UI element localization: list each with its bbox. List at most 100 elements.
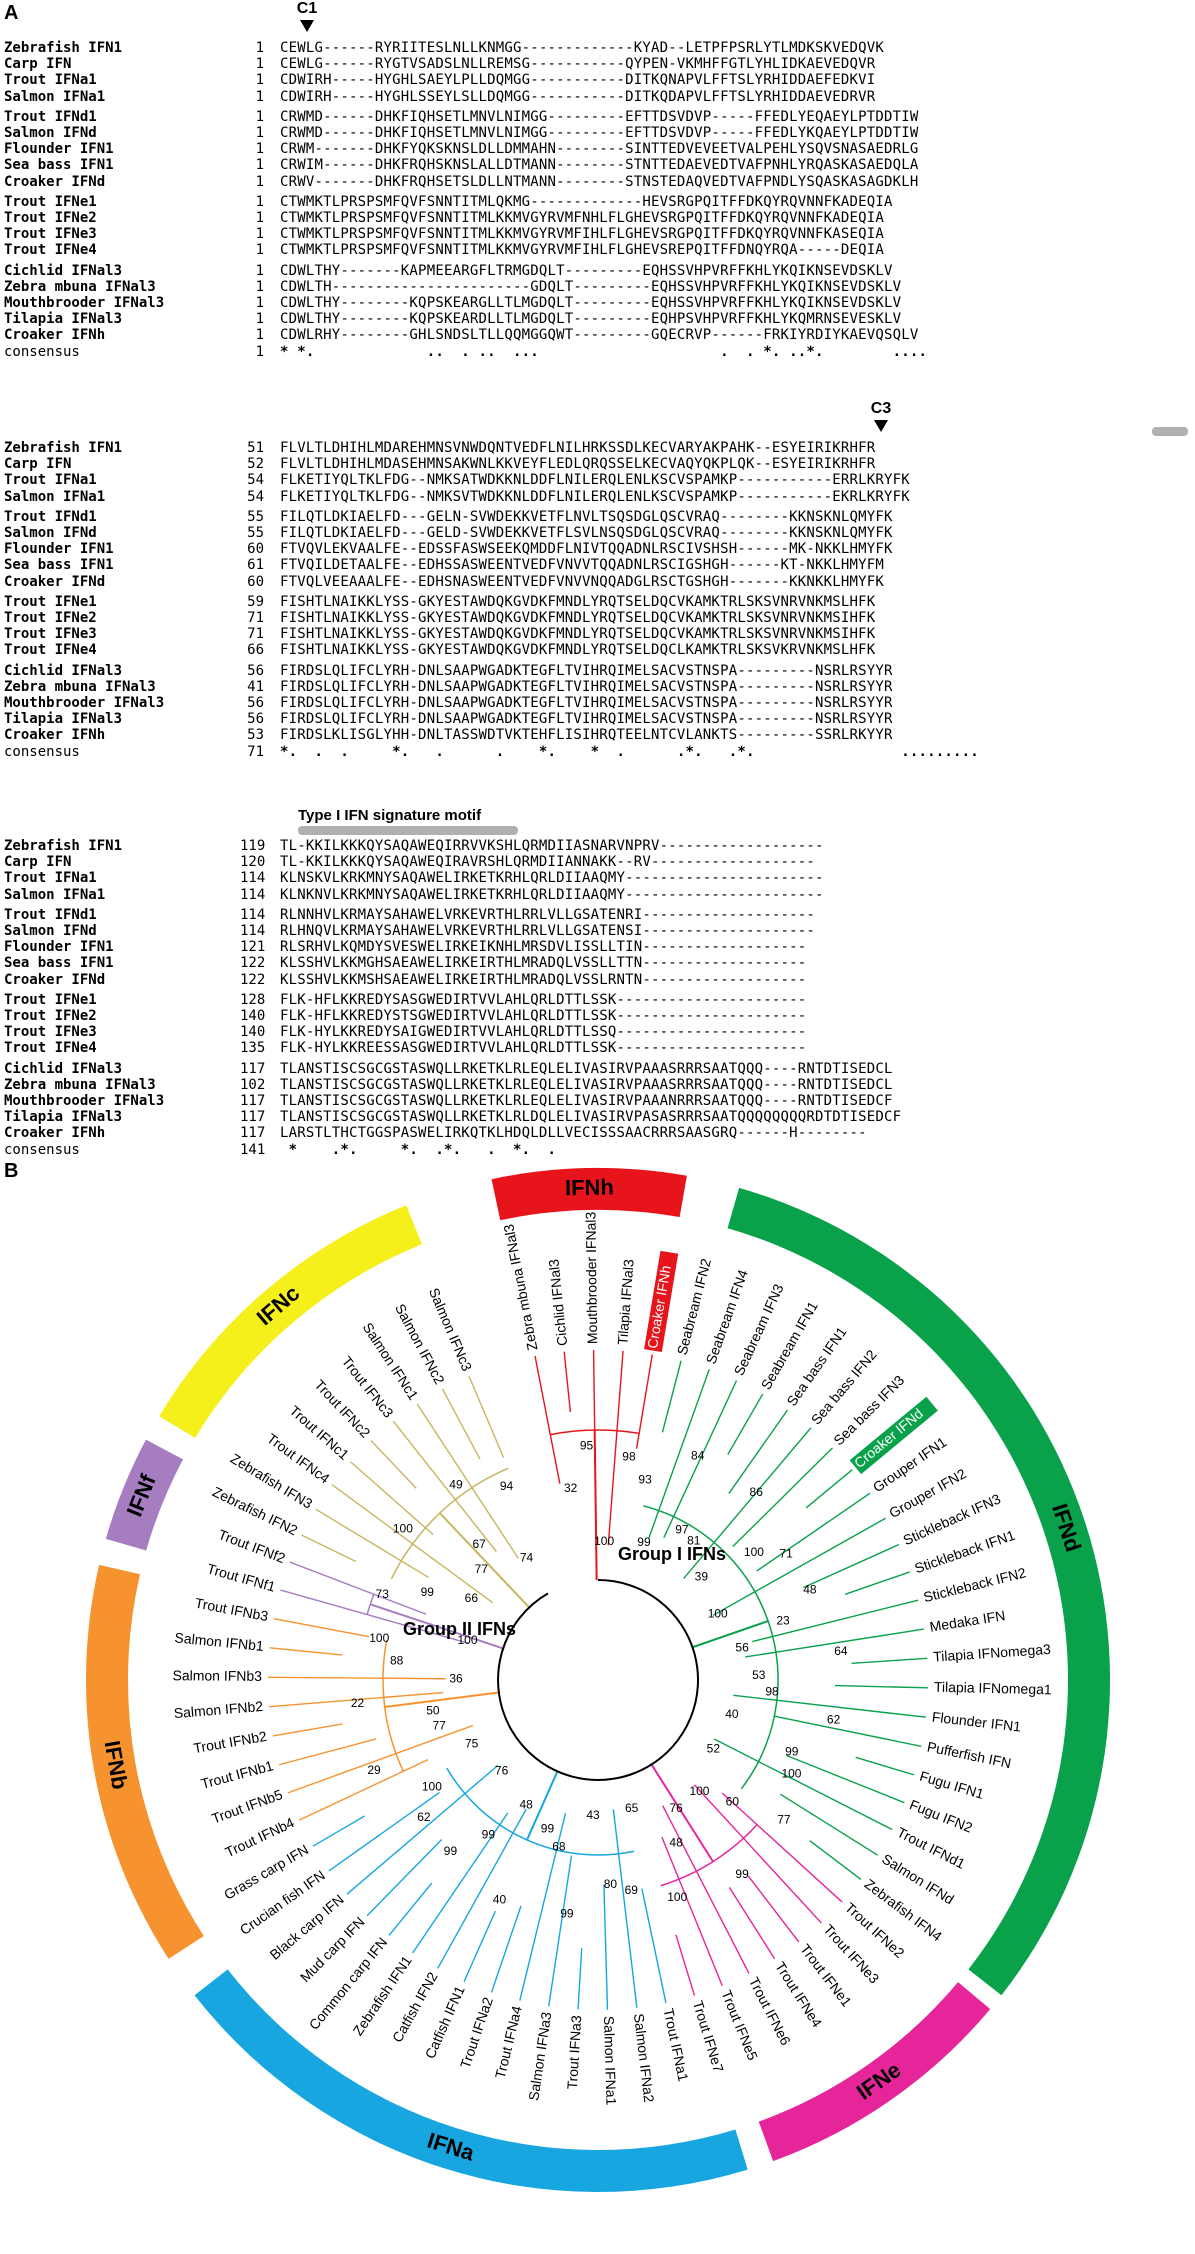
sequence-position: 117 xyxy=(240,1109,266,1126)
sequence-position: 114 xyxy=(240,923,266,939)
leaf-branch xyxy=(661,1360,682,1433)
sequence-residues: LARSTLTHCTGGSPASWELIRKQTKLHDQLDLLVECISSS… xyxy=(280,1125,867,1142)
sequence-position: 60 xyxy=(247,573,264,590)
leaf-branch xyxy=(273,1618,370,1638)
sequence-position: 54 xyxy=(247,488,264,505)
leaf-branch xyxy=(577,1948,583,2010)
leaf-branch xyxy=(745,1628,925,1658)
sequence-position: 1 xyxy=(255,262,264,279)
sequence-residues: CTWMKTLPRSPSMFQVFSNNTITMLKKMVGYRVMFNHLFL… xyxy=(280,210,885,226)
highlight-box xyxy=(644,1250,679,1353)
leaf-branch xyxy=(280,1589,469,1645)
leaf-branch xyxy=(315,1508,429,1579)
sequence-residues: FIRDSLKLISGLYHH-DNLTASSWDTVKTEHFLISIHRQT… xyxy=(280,727,893,744)
leaf-branch xyxy=(534,1355,561,1484)
leaf-branch xyxy=(855,1756,915,1776)
panel-a-label: A xyxy=(4,2,19,24)
sequence-residues: FTVQLVEEAAALFE--EDHSNASWEENTVEDFVNVVNQQA… xyxy=(280,573,885,590)
motif-label: Type I IFN signature motif xyxy=(298,807,482,824)
sequence-residues: CEWLG------RYRIITESLNLLKNMGG------------… xyxy=(280,40,885,56)
sequence-residues: FIRDSLQLIFCLYRH-DNLSAAPWGADKTEGFLTVIHRQI… xyxy=(280,711,893,728)
sequence-name: Cichlid IFNal3 xyxy=(4,662,123,679)
leaf-branch xyxy=(809,1840,862,1880)
leaf-label: Pufferfish IFN xyxy=(926,1738,1013,1771)
sequence-name: Zebrafish IFN1 xyxy=(4,40,123,56)
sequence-position: 55 xyxy=(247,525,264,541)
leaf-branch xyxy=(756,1492,871,1572)
motif-bar-block2 xyxy=(1152,427,1188,436)
bootstrap-value: 39 xyxy=(695,1570,709,1584)
leaf-branch xyxy=(268,1676,446,1680)
bootstrap-value: 66 xyxy=(465,1591,479,1605)
bootstrap-value: 100 xyxy=(422,1779,442,1793)
bootstrap-value: 22 xyxy=(351,1696,365,1710)
leaf-branch xyxy=(648,1369,710,1539)
sequence-residues: KLNKNVLKRKMNYSAQAWELIRKETKRHLQRLDIIAAQMY… xyxy=(280,886,824,903)
sequence-name: Sea bass IFN1 xyxy=(4,157,114,174)
bootstrap-value: 68 xyxy=(552,1840,566,1854)
leaf-branch xyxy=(786,1754,905,1804)
leaf-branch xyxy=(563,1351,572,1413)
sequence-name: Salmon IFNa1 xyxy=(4,886,106,903)
sequence-residues: KLSSHVLKKMSHSAEAWELIRKEIRTHLMRADQLVSSLRN… xyxy=(280,971,807,988)
leaf-branch xyxy=(834,1684,928,1689)
leaf-label: Trout IFNb1 xyxy=(199,1757,275,1792)
sequence-position: 1 xyxy=(255,295,264,311)
sequence-residues: RLSRHVLKQMDYSVESWELIRKEIKNHLMRSDVLISSLLT… xyxy=(280,939,807,956)
sequence-residues: FILQTLDKIAELFD---GELD-SVWDEKKVETFLSVLNSQ… xyxy=(280,525,893,541)
bootstrap-value: 36 xyxy=(449,1671,463,1685)
bootstrap-value: 99 xyxy=(541,1821,555,1835)
leaf-label: Cichlid IFNal3 xyxy=(545,1258,570,1347)
sequence-position: 120 xyxy=(240,854,266,871)
bootstrap-value: 100 xyxy=(369,1631,389,1645)
bootstrap-value: 76 xyxy=(669,1801,683,1815)
sequence-residues: FIRDSLQLIFCLYRH-DNLSAAPWGADKTEGFLTVIHRQI… xyxy=(280,662,893,679)
leaf-label: Trout IFNb2 xyxy=(192,1728,268,1756)
leaf-branch xyxy=(727,1393,764,1455)
bootstrap-value: 100 xyxy=(457,1633,477,1647)
bootstrap-value: 81 xyxy=(687,1533,701,1547)
bootstrap-value: 60 xyxy=(726,1795,740,1809)
sequence-position: 1 xyxy=(255,141,264,158)
clade-arc xyxy=(390,1467,509,1580)
bootstrap-value: 62 xyxy=(827,1713,841,1727)
clade-band-ifnd xyxy=(727,1187,1110,1996)
bootstrap-value: 23 xyxy=(776,1613,790,1627)
clade-arc xyxy=(382,1639,405,1772)
bootstrap-value: 98 xyxy=(765,1684,779,1698)
sequence-name: Zebrafish IFN1 xyxy=(4,440,123,456)
sequence-position: 128 xyxy=(240,991,266,1008)
sequence-residues: FISHTLNAIKKLYSS-GKYESTAWDQKGVDKFMNDLYRQT… xyxy=(280,626,876,643)
sequence-position: 60 xyxy=(247,541,264,558)
bootstrap-value: 93 xyxy=(638,1472,652,1486)
sequence-name: consensus xyxy=(4,343,80,360)
sequence-name: Salmon IFNd xyxy=(4,125,97,141)
bootstrap-value: 65 xyxy=(625,1801,639,1815)
leaf-branch xyxy=(663,1380,738,1539)
leaf-label: Salmon IFNb3 xyxy=(172,1667,262,1684)
sequence-position: 1 xyxy=(255,327,264,344)
sequence-position: 135 xyxy=(240,1040,266,1057)
sequence-position: 59 xyxy=(247,593,264,610)
bootstrap-value: 100 xyxy=(667,1890,687,1904)
leaf-label: Trout IFNf2 xyxy=(216,1526,288,1566)
bootstrap-value: 71 xyxy=(779,1547,793,1561)
sequence-name: Trout IFNe3 xyxy=(4,226,97,243)
sequence-name: Trout IFNe4 xyxy=(4,642,97,659)
sequence-residues: CDWIRH-----HYGHLSSEYLSLLDQMGG-----------… xyxy=(280,88,876,105)
leaf-branch xyxy=(278,1738,377,1766)
clade-band-ifnf xyxy=(105,1439,184,1551)
sequence-position: 117 xyxy=(240,1125,266,1142)
sequence-residues: TL-KKILKKKQYSAQAWEQIRRVVKSHLQRMDIIASNARV… xyxy=(280,838,824,854)
sequence-position: 1 xyxy=(255,226,264,243)
sequence-residues: CDWLTHY--------KQPSKEARGLLTLMGDQLT------… xyxy=(280,295,902,311)
c3-label: C3 xyxy=(870,400,892,417)
sequence-name: Tilapia IFNal3 xyxy=(4,311,123,328)
leaf-branch xyxy=(392,1420,497,1553)
sequence-residues: FILQTLDKIAELFD---GELN-SVWDEKKVETFLNVLTSQ… xyxy=(280,508,893,525)
sequence-position: 1 xyxy=(255,173,264,190)
sequence-name: Croaker IFNd xyxy=(4,971,106,988)
bootstrap-value: 74 xyxy=(520,1551,534,1565)
sequence-name: Salmon IFNd xyxy=(4,525,97,541)
